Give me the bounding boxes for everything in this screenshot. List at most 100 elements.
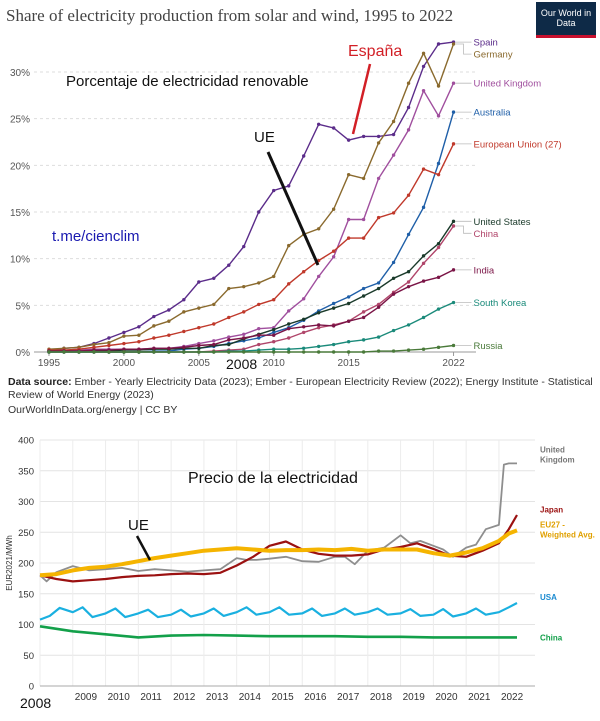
x-tick-label: 2012 [173, 692, 196, 703]
legend-label-china: China [474, 229, 500, 240]
data-point [242, 244, 246, 249]
data-point [361, 236, 366, 240]
data-point [451, 224, 456, 228]
data-point [301, 270, 306, 274]
data-point [107, 336, 111, 340]
data-point [212, 339, 216, 343]
data-point [92, 345, 96, 350]
data-point [376, 286, 381, 291]
data-point [316, 323, 321, 327]
data-point [376, 335, 381, 339]
data-point [287, 322, 291, 326]
data-point [361, 315, 366, 320]
data-point [182, 350, 186, 354]
data-point [361, 338, 366, 342]
data-point [301, 346, 306, 350]
data-point [212, 342, 216, 347]
data-point [406, 81, 411, 85]
data-point [107, 343, 111, 348]
data-point [391, 260, 396, 265]
data-point [167, 346, 171, 350]
data-point [287, 184, 291, 188]
x-tick-label: 2022 [442, 358, 465, 369]
data-point [242, 336, 246, 340]
source-link[interactable]: OurWorldInData.org/energy | CC BY [8, 404, 178, 416]
data-point [227, 286, 231, 291]
data-point [436, 114, 441, 118]
data-point [361, 217, 366, 222]
x-tick-label: 2015 [338, 358, 361, 369]
x-tick-label: 2014 [239, 692, 262, 703]
data-point [152, 346, 156, 350]
y-tick-label: 0 [29, 682, 34, 693]
data-point [331, 126, 336, 130]
data-point [436, 172, 441, 177]
espana-arrow [351, 63, 372, 135]
data-point [346, 319, 351, 323]
data-point [197, 306, 201, 310]
legend-label-india: India [474, 265, 495, 276]
data-point [301, 350, 306, 354]
annotation-espana: España [348, 43, 402, 60]
data-point [451, 110, 456, 114]
data-point [122, 334, 126, 338]
data-point [421, 279, 426, 283]
data-point [197, 326, 201, 330]
legend-label-australia: Australia [474, 108, 512, 119]
x-tick-label: 2000 [113, 358, 136, 369]
data-point [227, 335, 231, 339]
series-line [48, 43, 455, 350]
y-tick-label: 100 [18, 620, 34, 631]
data-point [152, 324, 156, 328]
x-tick-label: 2016 [304, 692, 327, 703]
data-point [406, 232, 411, 237]
data-point [301, 325, 306, 329]
ue-price-arrow [135, 535, 152, 561]
data-point [331, 306, 336, 310]
data-point [376, 349, 381, 353]
annotation-price-title: Precio de la electricidad [188, 470, 358, 487]
x-tick-label: 2017 [337, 692, 360, 703]
data-point [301, 317, 306, 322]
y-tick-label: 25% [10, 115, 30, 126]
owid-logo: Our World in Data [536, 2, 596, 38]
chart2-plot: 0 50 100 150 200 250 300 350 400 2009 2010 2011 2012… [5, 436, 595, 712]
data-point [182, 298, 186, 302]
data-source-label: Data source: [8, 376, 72, 388]
data-point [331, 249, 336, 253]
label-connector [455, 225, 472, 234]
data-point [242, 350, 246, 354]
chart-electricity-price: 0 50 100 150 200 250 300 350 400 2009 2010 2011 2012… [0, 432, 600, 716]
data-point [361, 176, 366, 181]
series-line [49, 344, 454, 353]
data-point [436, 42, 441, 46]
data-point [167, 308, 171, 312]
annotation-ue: UE [254, 129, 275, 146]
data-point [331, 324, 336, 328]
y-tick-label: 150 [18, 589, 34, 600]
series-india [47, 268, 456, 353]
data-point [346, 350, 351, 354]
y-tick-label: 5% [16, 301, 31, 312]
data-point [391, 349, 396, 353]
data-point [272, 298, 276, 302]
data-point [406, 284, 411, 289]
data-source-note: Data source: Ember - Yearly Electricity … [8, 376, 593, 402]
data-point [242, 332, 246, 336]
data-point [122, 341, 126, 346]
y-tick-label: 20% [10, 161, 30, 172]
legend-label-spain: Spain [474, 38, 498, 49]
data-point [287, 282, 291, 286]
data-point [316, 122, 321, 126]
data-point [47, 350, 51, 354]
data-point [212, 322, 216, 326]
data-point [272, 347, 276, 351]
legend-label-germany: Germany [474, 50, 513, 61]
annotation-year-2008-price: 2008 [20, 695, 51, 711]
legend-label-south-korea: South Korea [474, 298, 528, 309]
label-connector [455, 43, 472, 55]
data-point [197, 280, 201, 284]
data-point [436, 242, 441, 246]
series-label-eu27-weighted-avg: EU27 -Weighted Avg. [540, 520, 595, 539]
x-tick-label: 1995 [38, 358, 61, 369]
